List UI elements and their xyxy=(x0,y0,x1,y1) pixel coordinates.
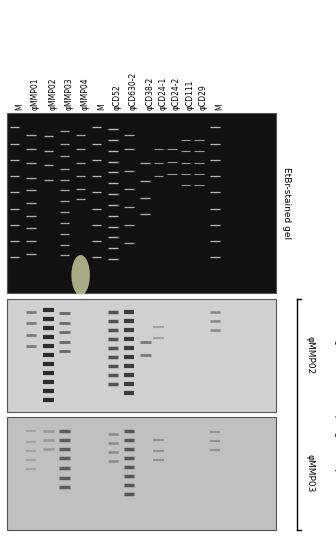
Text: φCD111: φCD111 xyxy=(185,80,195,110)
Bar xyxy=(7,113,276,293)
Text: M: M xyxy=(97,104,106,110)
Text: φMMP01: φMMP01 xyxy=(31,78,40,110)
Text: φCD24-1: φCD24-1 xyxy=(159,77,168,110)
Bar xyxy=(7,417,276,530)
Text: φMMP04: φMMP04 xyxy=(81,77,90,110)
Text: φMMP02: φMMP02 xyxy=(48,78,57,110)
Text: φCD24-2: φCD24-2 xyxy=(172,77,181,110)
Text: φCD38-2: φCD38-2 xyxy=(145,77,154,110)
Text: φMMP03: φMMP03 xyxy=(65,77,74,110)
Ellipse shape xyxy=(71,255,90,295)
Text: φCD52: φCD52 xyxy=(113,84,122,110)
Text: EtBr-stained gel: EtBr-stained gel xyxy=(282,167,291,239)
Text: φCD630-2: φCD630-2 xyxy=(129,72,138,110)
Text: φMMP02: φMMP02 xyxy=(306,336,315,374)
Text: φCD29: φCD29 xyxy=(199,84,208,110)
Text: M: M xyxy=(215,104,224,110)
Text: φMMP03: φMMP03 xyxy=(306,454,315,493)
Text: M: M xyxy=(15,104,24,110)
Text: Dig-labeled whole phage DNA probes: Dig-labeled whole phage DNA probes xyxy=(334,330,336,499)
Bar xyxy=(7,299,276,412)
